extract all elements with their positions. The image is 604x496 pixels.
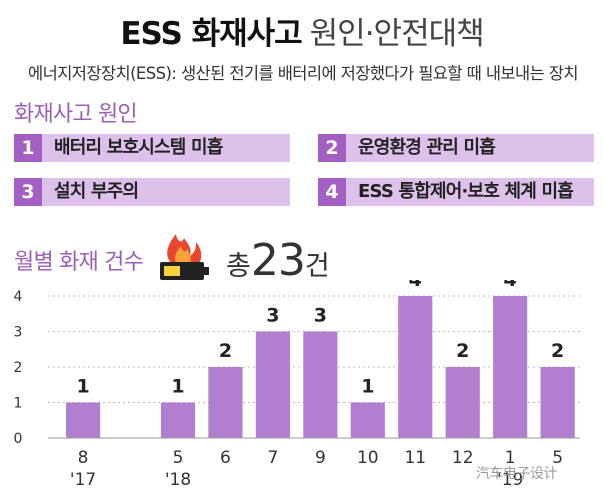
monthly-heading: 월별 화재 건수 (14, 250, 144, 275)
cause-text: 배터리 보호시스템 미흡 (54, 137, 223, 158)
bar (540, 367, 575, 438)
cause-text: 설치 부주의 (54, 181, 139, 202)
bar (303, 331, 338, 438)
total-count: 총23건 (226, 235, 330, 286)
title-light: 원인·안전대책 (309, 16, 485, 52)
x-tick-label: 6 (220, 448, 231, 468)
data-label: 2 (551, 340, 564, 362)
cause-number: 1 (14, 134, 42, 162)
data-label: 1 (171, 376, 184, 398)
x-tick-label: 11 (404, 448, 426, 468)
data-label: 1 (361, 376, 374, 398)
data-label: 4 (504, 280, 517, 291)
subtitle: 에너지저장장치(ESS): 생산된 전기를 배터리에 저장했다가 필요할 때 내… (28, 64, 579, 83)
x-tick-label: 8 (78, 448, 89, 468)
cause-number: 2 (318, 134, 346, 162)
cause-item-4: 4 ESS 통합제어·보호 체계 미흡 (318, 178, 594, 206)
fire-battery-icon (160, 234, 209, 280)
y-tick-label: 1 (14, 396, 23, 412)
bar (208, 367, 243, 438)
cause-number: 3 (14, 178, 42, 206)
x-tick-label: 7 (267, 448, 278, 468)
total-prefix: 총 (226, 251, 251, 282)
year-label: '18 (165, 470, 191, 490)
cause-item-3: 3 설치 부주의 (14, 178, 290, 206)
bar (445, 367, 480, 438)
data-label: 1 (76, 376, 89, 398)
bar (398, 296, 433, 438)
cause-text: ESS 통합제어·보호 체계 미흡 (358, 181, 574, 202)
bar (160, 402, 196, 438)
title-bold: ESS 화재사고 (120, 16, 302, 52)
total-value: 23 (250, 235, 306, 286)
page-title: ESS 화재사고 원인·안전대책 (0, 8, 604, 53)
total-suffix: 건 (304, 251, 330, 282)
year-label: '19 (497, 470, 523, 490)
x-tick-label: 10 (357, 448, 379, 468)
watermark: 汽车电子设计 (476, 466, 558, 482)
bar (255, 331, 290, 438)
x-tick-label: 1 (505, 448, 516, 468)
y-tick-label: 0 (14, 431, 23, 447)
data-label: 3 (314, 305, 327, 327)
cause-item-2: 2 운영환경 관리 미흡 (318, 134, 594, 162)
x-tick-label: 12 (452, 448, 474, 468)
bar (493, 296, 528, 438)
data-label: 3 (266, 305, 279, 327)
year-label: '17 (70, 470, 96, 490)
cause-item-1: 1 배터리 보호시스템 미흡 (14, 134, 290, 162)
data-label: 2 (219, 340, 232, 362)
cause-number: 4 (318, 178, 346, 206)
y-tick-label: 4 (14, 289, 23, 305)
y-tick-label: 3 (14, 325, 23, 341)
x-tick-label: 5 (173, 448, 184, 468)
data-label: 4 (409, 280, 422, 291)
causes-heading: 화재사고 원인 (14, 102, 138, 127)
x-tick-label: 9 (315, 448, 326, 468)
bar (350, 402, 385, 438)
bar (66, 402, 101, 438)
y-tick-label: 2 (14, 360, 23, 376)
cause-text: 운영환경 관리 미흡 (358, 137, 496, 158)
data-label: 2 (456, 340, 469, 362)
x-tick-label: 5 (552, 448, 563, 468)
